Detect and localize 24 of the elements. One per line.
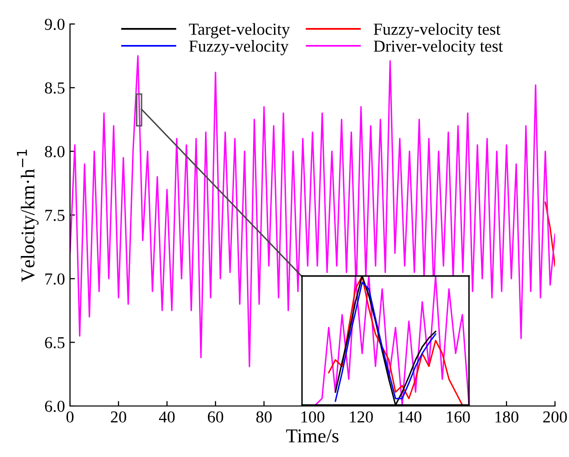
x-tick-label: 140 bbox=[398, 411, 422, 423]
x-tick-label: 0 bbox=[66, 411, 74, 423]
legend-label: Target-velocity bbox=[188, 23, 290, 38]
x-tick-label: 60 bbox=[208, 411, 224, 423]
legend-label: Fuzzy-velocity bbox=[189, 40, 289, 56]
x-tick-label: 100 bbox=[301, 411, 324, 423]
y-tick-label: 7.5 bbox=[45, 210, 64, 222]
x-tick-label: 80 bbox=[256, 411, 272, 423]
y-tick-label: 8.0 bbox=[44, 146, 65, 158]
y-tick-label: 8.5 bbox=[44, 82, 64, 94]
y-tick-label: 6.0 bbox=[45, 400, 65, 412]
x-tick-label: 40 bbox=[158, 411, 175, 423]
x-tick-label: 20 bbox=[110, 411, 126, 423]
y-tick-label: 6.5 bbox=[45, 337, 64, 348]
x-tick-label: 180 bbox=[495, 411, 518, 423]
legend-label: Fuzzy-velocity test bbox=[374, 23, 500, 38]
legend-label: Driver-velocity test bbox=[374, 40, 503, 56]
y-tick-label: 9.0 bbox=[44, 18, 65, 30]
x-tick-label: 120 bbox=[350, 411, 373, 423]
y-axis-title: Velocity/km·h$^{−1}$ bbox=[16, 150, 39, 282]
x-tick-label: 200 bbox=[543, 411, 567, 423]
x-tick-label: 160 bbox=[446, 411, 470, 423]
y-tick-label: 7.0 bbox=[45, 273, 65, 285]
x-axis-title: Time/s bbox=[286, 429, 338, 442]
